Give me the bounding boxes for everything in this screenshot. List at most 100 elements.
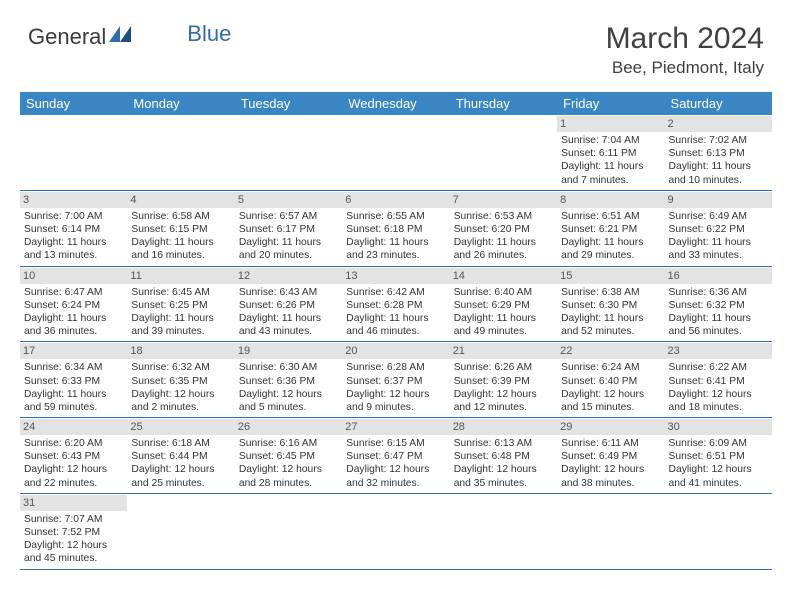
cell-date: 22 (557, 343, 664, 359)
cell-daylight1: Daylight: 12 hours (454, 388, 553, 401)
cell-date: 28 (450, 419, 557, 435)
calendar-cell: . (665, 494, 772, 569)
cell-sunrise: Sunrise: 6:53 AM (454, 210, 553, 223)
cell-sunrise: Sunrise: 6:40 AM (454, 286, 553, 299)
cell-sunset: Sunset: 6:25 PM (131, 299, 230, 312)
cell-daylight1: Daylight: 11 hours (561, 312, 660, 325)
page-header: General Blue March 2024 Bee, Piedmont, I… (0, 0, 792, 84)
cell-date: 30 (665, 419, 772, 435)
calendar-cell: 30Sunrise: 6:09 AMSunset: 6:51 PMDayligh… (665, 418, 772, 493)
logo-triangle-icon (109, 22, 131, 48)
calendar-cell: . (450, 494, 557, 569)
cell-daylight2: and 35 minutes. (454, 477, 553, 490)
cell-sunrise: Sunrise: 6:32 AM (131, 361, 230, 374)
calendar-cell: 12Sunrise: 6:43 AMSunset: 6:26 PMDayligh… (235, 267, 342, 342)
weekday-header: Wednesday (342, 92, 449, 115)
cell-daylight1: Daylight: 12 hours (239, 388, 338, 401)
calendar-cell: . (557, 494, 664, 569)
cell-sunrise: Sunrise: 6:20 AM (24, 437, 123, 450)
cell-sunrise: Sunrise: 6:09 AM (669, 437, 768, 450)
cell-daylight1: Daylight: 12 hours (24, 463, 123, 476)
cell-daylight1: Daylight: 12 hours (131, 463, 230, 476)
cell-daylight1: Daylight: 11 hours (24, 236, 123, 249)
cell-sunrise: Sunrise: 6:42 AM (346, 286, 445, 299)
calendar-cell: 11Sunrise: 6:45 AMSunset: 6:25 PMDayligh… (127, 267, 234, 342)
week-row: 24Sunrise: 6:20 AMSunset: 6:43 PMDayligh… (20, 418, 772, 494)
calendar-cell: 17Sunrise: 6:34 AMSunset: 6:33 PMDayligh… (20, 342, 127, 417)
cell-daylight2: and 28 minutes. (239, 477, 338, 490)
week-row: 3Sunrise: 7:00 AMSunset: 6:14 PMDaylight… (20, 191, 772, 267)
calendar-cell: 23Sunrise: 6:22 AMSunset: 6:41 PMDayligh… (665, 342, 772, 417)
cell-daylight1: Daylight: 11 hours (561, 236, 660, 249)
calendar-cell: 5Sunrise: 6:57 AMSunset: 6:17 PMDaylight… (235, 191, 342, 266)
weeks-container: ..... 1Sunrise: 7:04 AMSunset: 6:11 PMDay… (20, 115, 772, 570)
cell-daylight1: Daylight: 11 hours (24, 388, 123, 401)
cell-daylight1: Daylight: 11 hours (561, 160, 660, 173)
cell-daylight1: Daylight: 11 hours (454, 236, 553, 249)
cell-date: 24 (20, 419, 127, 435)
cell-daylight2: and 49 minutes. (454, 325, 553, 338)
cell-daylight2: and 15 minutes. (561, 401, 660, 414)
cell-daylight2: and 32 minutes. (346, 477, 445, 490)
cell-sunrise: Sunrise: 6:47 AM (24, 286, 123, 299)
cell-sunset: Sunset: 6:21 PM (561, 223, 660, 236)
cell-daylight2: and 26 minutes. (454, 249, 553, 262)
calendar-cell: 15Sunrise: 6:38 AMSunset: 6:30 PMDayligh… (557, 267, 664, 342)
cell-sunset: Sunset: 6:24 PM (24, 299, 123, 312)
cell-sunrise: Sunrise: 6:45 AM (131, 286, 230, 299)
title-block: March 2024 Bee, Piedmont, Italy (606, 22, 764, 78)
cell-sunrise: Sunrise: 6:11 AM (561, 437, 660, 450)
cell-date: 7 (450, 192, 557, 208)
cell-date: 5 (235, 192, 342, 208)
cell-sunrise: Sunrise: 7:00 AM (24, 210, 123, 223)
cell-date: 14 (450, 268, 557, 284)
cell-sunset: Sunset: 6:41 PM (669, 375, 768, 388)
cell-sunrise: Sunrise: 6:13 AM (454, 437, 553, 450)
cell-date: 10 (20, 268, 127, 284)
cell-date: 16 (665, 268, 772, 284)
logo-word-2: Blue (187, 21, 231, 47)
cell-date: 9 (665, 192, 772, 208)
calendar-cell: 2Sunrise: 7:02 AMSunset: 6:13 PMDaylight… (665, 115, 772, 190)
cell-sunset: Sunset: 6:17 PM (239, 223, 338, 236)
cell-sunset: Sunset: 6:14 PM (24, 223, 123, 236)
cell-sunset: Sunset: 6:26 PM (239, 299, 338, 312)
cell-daylight2: and 39 minutes. (131, 325, 230, 338)
calendar-cell: 1Sunrise: 7:04 AMSunset: 6:11 PMDaylight… (557, 115, 664, 190)
cell-sunrise: Sunrise: 6:16 AM (239, 437, 338, 450)
cell-sunset: Sunset: 6:37 PM (346, 375, 445, 388)
cell-daylight1: Daylight: 11 hours (131, 312, 230, 325)
cell-sunset: Sunset: 6:39 PM (454, 375, 553, 388)
cell-daylight1: Daylight: 12 hours (454, 463, 553, 476)
cell-daylight2: and 59 minutes. (24, 401, 123, 414)
cell-sunset: Sunset: 6:49 PM (561, 450, 660, 463)
cell-sunrise: Sunrise: 6:55 AM (346, 210, 445, 223)
cell-daylight2: and 22 minutes. (24, 477, 123, 490)
calendar-cell: . (342, 494, 449, 569)
cell-date: 27 (342, 419, 449, 435)
cell-date: 19 (235, 343, 342, 359)
cell-sunset: Sunset: 6:33 PM (24, 375, 123, 388)
cell-date: 23 (665, 343, 772, 359)
calendar-cell: 7Sunrise: 6:53 AMSunset: 6:20 PMDaylight… (450, 191, 557, 266)
calendar-cell: 9Sunrise: 6:49 AMSunset: 6:22 PMDaylight… (665, 191, 772, 266)
cell-daylight2: and 13 minutes. (24, 249, 123, 262)
calendar-cell: 22Sunrise: 6:24 AMSunset: 6:40 PMDayligh… (557, 342, 664, 417)
week-row: 17Sunrise: 6:34 AMSunset: 6:33 PMDayligh… (20, 342, 772, 418)
cell-daylight1: Daylight: 11 hours (239, 236, 338, 249)
cell-date: 4 (127, 192, 234, 208)
weekday-header: Tuesday (235, 92, 342, 115)
cell-daylight2: and 2 minutes. (131, 401, 230, 414)
cell-sunset: Sunset: 6:30 PM (561, 299, 660, 312)
cell-daylight1: Daylight: 12 hours (239, 463, 338, 476)
logo: General Blue (28, 22, 231, 52)
calendar-cell: 4Sunrise: 6:58 AMSunset: 6:15 PMDaylight… (127, 191, 234, 266)
cell-sunrise: Sunrise: 6:18 AM (131, 437, 230, 450)
calendar-cell: 28Sunrise: 6:13 AMSunset: 6:48 PMDayligh… (450, 418, 557, 493)
cell-date: 21 (450, 343, 557, 359)
calendar-cell: . (20, 115, 127, 190)
week-row: 10 Sunrise: 6:47 AMSunset: 6:24 PM Dayligh… (20, 267, 772, 343)
calendar-cell: . (127, 494, 234, 569)
calendar-cell: . (235, 494, 342, 569)
cell-daylight1: Daylight: 12 hours (346, 388, 445, 401)
